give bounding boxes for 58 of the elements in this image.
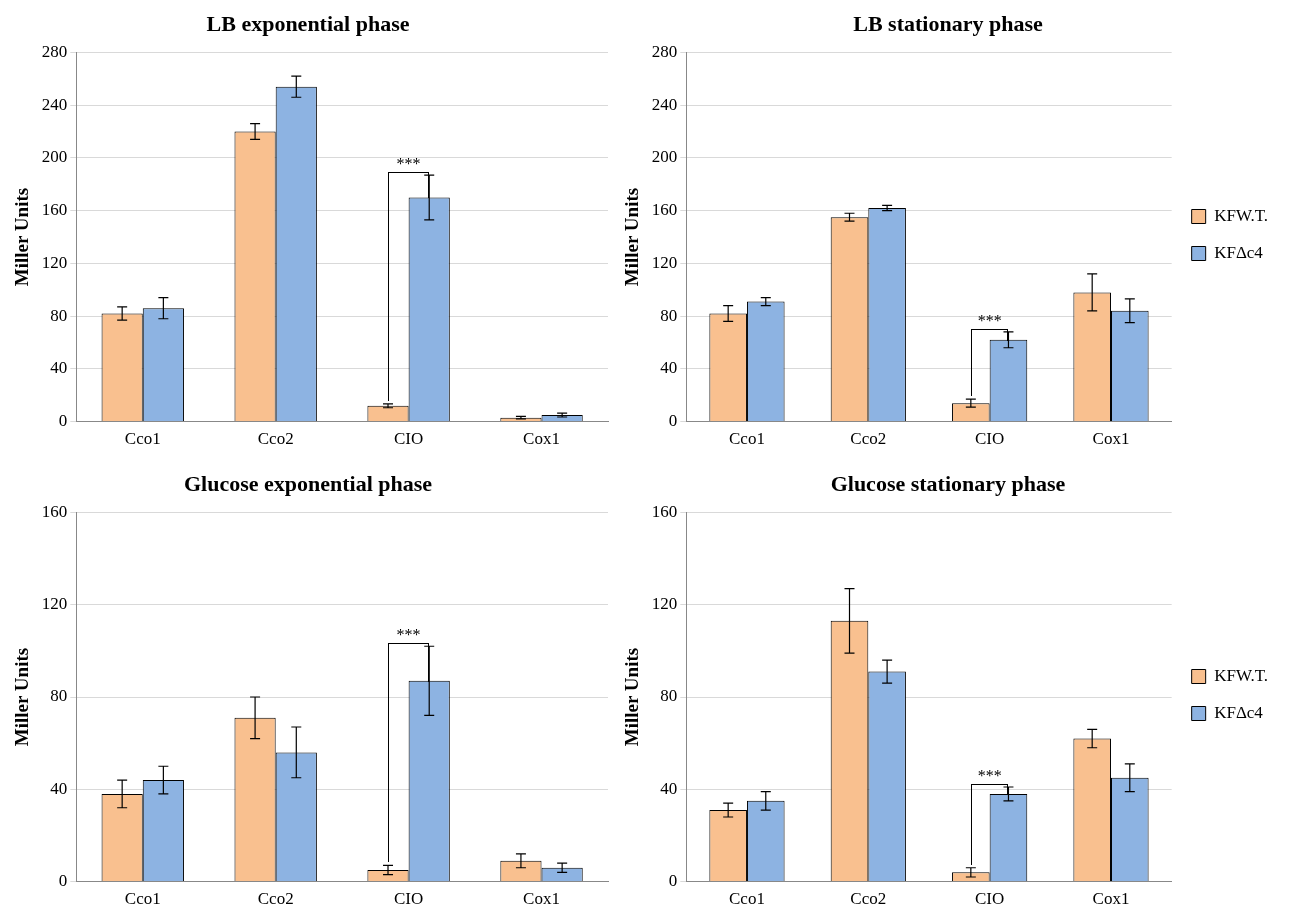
- x-tick-label: CIO: [975, 889, 1005, 909]
- chart-title: Glucose exponential phase: [183, 470, 433, 496]
- annotation: ***: [977, 767, 1002, 785]
- y-tick-label: 40: [660, 778, 678, 798]
- x-tick-label: Cco1: [729, 429, 765, 449]
- annotation: ***: [396, 626, 421, 644]
- y-tick-label: 120: [41, 252, 68, 272]
- y-tick-label: 160: [41, 200, 68, 220]
- y-tick-label: 40: [660, 358, 678, 378]
- y-tick-label: 160: [41, 501, 68, 521]
- y-tick-label: 120: [651, 594, 678, 614]
- x-tick-label: Cox1: [523, 429, 560, 449]
- y-tick-label: 80: [660, 686, 678, 706]
- x-tick-label: Cox1: [1092, 889, 1130, 909]
- x-tick-label: Cco2: [850, 889, 887, 909]
- x-tick-label: Cco2: [257, 889, 294, 909]
- x-tick-label: Cco2: [850, 429, 887, 449]
- y-axis-title: Miller Units: [621, 187, 643, 287]
- y-tick-label: 0: [668, 411, 678, 431]
- legend-label: KFΔc4: [1214, 702, 1264, 722]
- y-tick-label: 80: [660, 305, 678, 325]
- y-tick-label: 40: [50, 358, 68, 378]
- y-axis-title: Miller Units: [11, 647, 33, 747]
- y-tick-label: 280: [41, 41, 68, 61]
- chart-title: Glucose stationary phase: [830, 470, 1066, 496]
- y-axis-title: Miller Units: [11, 187, 33, 287]
- x-tick-label: Cco1: [729, 889, 765, 909]
- y-tick-label: 160: [651, 200, 678, 220]
- y-tick-label: 120: [41, 594, 68, 614]
- y-tick-label: 80: [50, 305, 68, 325]
- x-tick-label: CIO: [393, 889, 424, 909]
- legend-label: KFW.T.: [1214, 205, 1268, 225]
- annotation: ***: [977, 312, 1002, 330]
- x-tick-label: Cco1: [124, 889, 161, 909]
- y-tick-label: 200: [651, 147, 678, 167]
- y-axis-title: Miller Units: [621, 647, 643, 747]
- x-tick-label: Cox1: [1092, 429, 1130, 449]
- y-tick-label: 280: [651, 41, 678, 61]
- y-tick-label: 0: [668, 871, 678, 891]
- x-tick-label: Cco2: [257, 429, 294, 449]
- x-tick-label: Cox1: [523, 889, 560, 909]
- y-tick-label: 0: [58, 871, 68, 891]
- legend-label: KFΔc4: [1214, 242, 1264, 262]
- y-tick-label: 0: [58, 411, 68, 431]
- x-tick-label: Cco1: [124, 429, 161, 449]
- x-tick-label: CIO: [975, 429, 1005, 449]
- x-tick-label: CIO: [393, 429, 424, 449]
- legend-label: KFW.T.: [1214, 665, 1268, 685]
- annotation: ***: [396, 155, 421, 173]
- chart-title: LB stationary phase: [853, 10, 1043, 36]
- y-tick-label: 200: [41, 147, 68, 167]
- y-tick-label: 80: [50, 686, 68, 706]
- y-tick-label: 240: [41, 94, 68, 114]
- y-tick-label: 120: [651, 252, 678, 272]
- y-tick-label: 160: [651, 501, 678, 521]
- chart-title: LB exponential phase: [206, 10, 410, 36]
- y-tick-label: 40: [50, 778, 68, 798]
- y-tick-label: 240: [651, 94, 678, 114]
